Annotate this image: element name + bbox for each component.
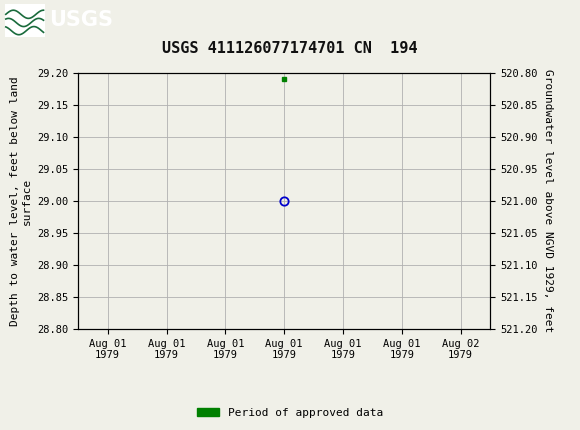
Bar	[5, 4, 45, 37]
Text: USGS 411126077174701 CN  194: USGS 411126077174701 CN 194	[162, 41, 418, 56]
Y-axis label: Depth to water level, feet below land
surface: Depth to water level, feet below land su…	[10, 76, 32, 326]
Y-axis label: Groundwater level above NGVD 1929, feet: Groundwater level above NGVD 1929, feet	[543, 69, 553, 333]
Text: USGS: USGS	[49, 10, 113, 31]
Legend: Period of approved data: Period of approved data	[193, 403, 387, 422]
